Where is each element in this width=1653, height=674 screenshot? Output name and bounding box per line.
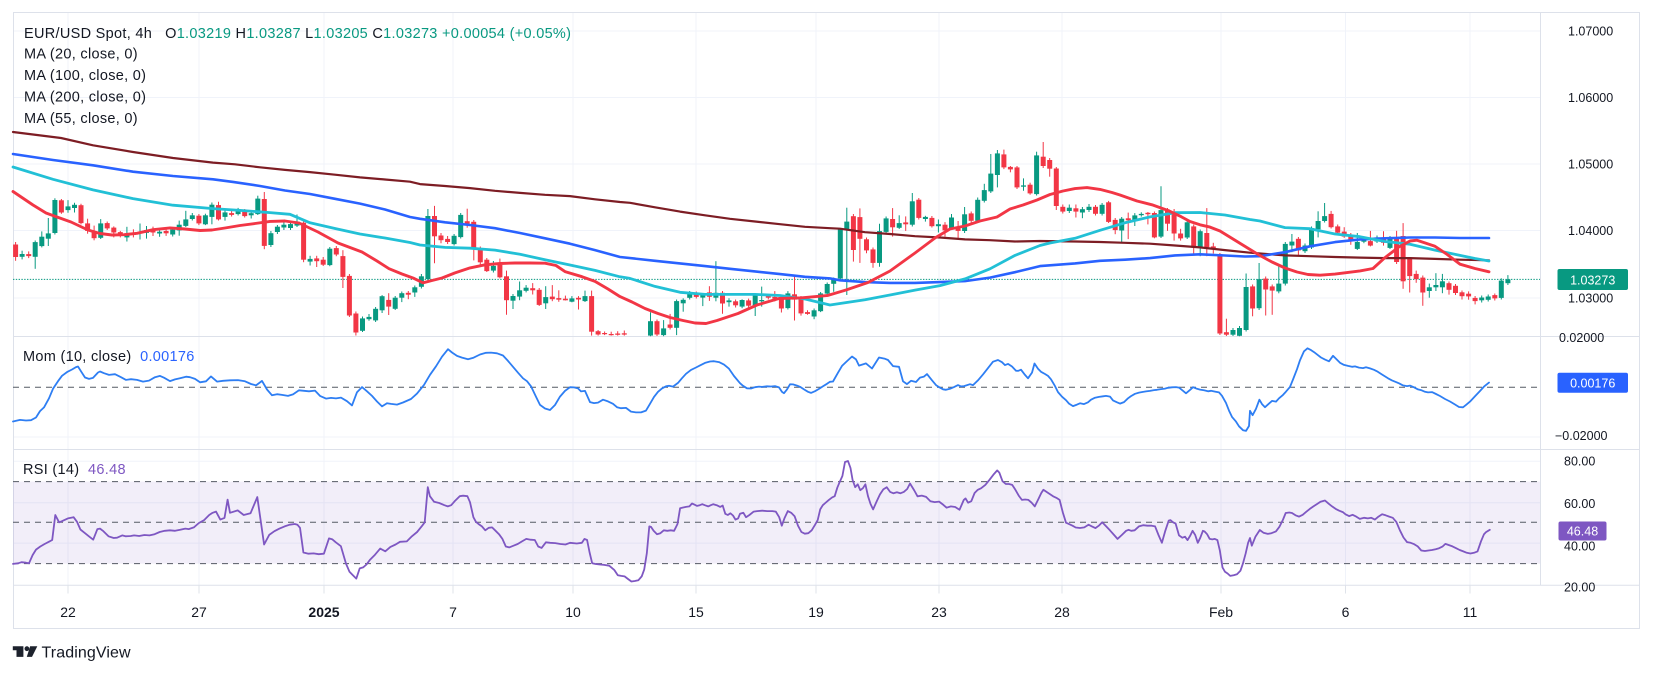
svg-text:22: 22	[60, 604, 76, 620]
svg-text:Mom (10, close) 0.00176: Mom (10, close) 0.00176	[23, 349, 195, 365]
svg-text:11: 11	[1463, 604, 1478, 620]
svg-text:46.48: 46.48	[1567, 525, 1598, 539]
svg-text:27: 27	[191, 604, 207, 620]
svg-text:20.00: 20.00	[1564, 581, 1595, 595]
svg-text:15: 15	[688, 604, 704, 620]
svg-text:60.00: 60.00	[1564, 497, 1595, 511]
svg-text:MA (55, close, 0): MA (55, close, 0)	[24, 111, 138, 127]
svg-text:MA (100, close, 0): MA (100, close, 0)	[24, 68, 146, 84]
svg-text:6: 6	[1342, 604, 1350, 620]
svg-text:Feb: Feb	[1209, 604, 1233, 620]
svg-text:1.04000: 1.04000	[1568, 224, 1613, 238]
svg-text:2025: 2025	[308, 604, 339, 620]
svg-text:7: 7	[449, 604, 457, 620]
svg-text:1.07000: 1.07000	[1568, 25, 1613, 39]
svg-text:28: 28	[1054, 604, 1070, 620]
svg-text:0.00176: 0.00176	[1570, 376, 1615, 390]
svg-text:19: 19	[808, 604, 824, 620]
svg-text:TradingView: TradingView	[42, 645, 131, 662]
svg-text:10: 10	[565, 604, 581, 620]
svg-text:RSI (14) 46.48: RSI (14) 46.48	[23, 462, 126, 478]
svg-text:1.03000: 1.03000	[1568, 292, 1613, 306]
svg-text:23: 23	[931, 604, 947, 620]
svg-text:EUR/USD Spot, 4h O1.03219 H1: EUR/USD Spot, 4h O1.03219 H1.03287 L1.03…	[24, 26, 571, 42]
svg-text:40.00: 40.00	[1564, 540, 1595, 554]
svg-text:1.03273: 1.03273	[1570, 273, 1615, 287]
svg-text:0.02000: 0.02000	[1559, 331, 1604, 345]
svg-text:1.06000: 1.06000	[1568, 91, 1613, 105]
svg-text:80.00: 80.00	[1564, 455, 1595, 469]
svg-text:−0.02000: −0.02000	[1555, 429, 1608, 443]
svg-text:MA (20, close, 0): MA (20, close, 0)	[24, 47, 138, 63]
svg-text:1.05000: 1.05000	[1568, 158, 1613, 172]
svg-text:MA (200, close, 0): MA (200, close, 0)	[24, 90, 146, 106]
